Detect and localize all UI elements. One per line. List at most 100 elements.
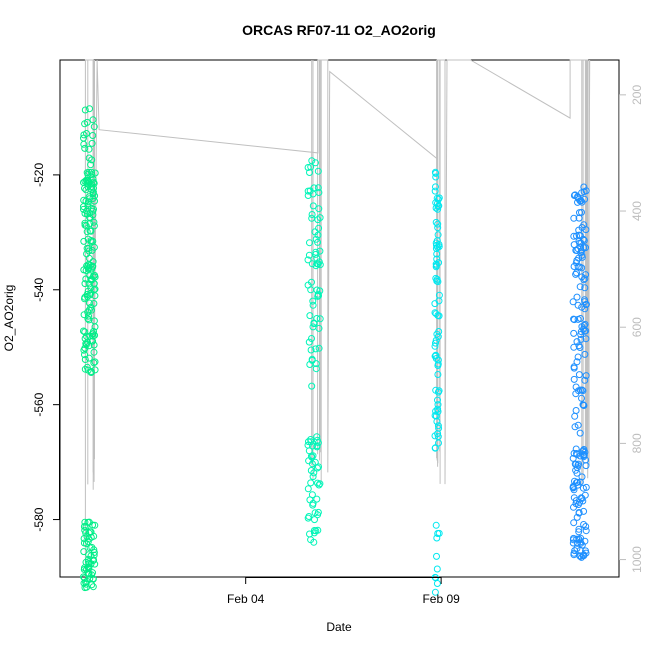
data-point — [578, 264, 586, 272]
data-point — [309, 452, 317, 460]
data-point — [81, 144, 89, 152]
data-point — [432, 521, 440, 529]
data-point — [84, 315, 92, 323]
data-point — [82, 580, 90, 588]
y-axis-label: O2_AO2orig — [2, 285, 16, 352]
data-point — [572, 407, 580, 414]
data-point — [88, 306, 95, 314]
data-point — [582, 456, 590, 464]
data-point — [570, 486, 578, 494]
data-point — [580, 507, 588, 515]
data-point — [570, 316, 578, 324]
data-point — [582, 372, 590, 380]
data-point — [576, 552, 584, 560]
data-point — [431, 187, 439, 195]
data-point — [578, 189, 586, 197]
data-point — [309, 297, 317, 305]
data-point — [432, 260, 440, 268]
data-point — [308, 355, 316, 363]
data-point — [569, 298, 577, 306]
data-point — [307, 436, 315, 443]
data-point — [570, 363, 578, 371]
data-point — [571, 547, 579, 555]
data-point — [90, 359, 98, 367]
data-point — [581, 305, 589, 313]
data-point — [312, 248, 320, 256]
data-point — [314, 184, 322, 192]
data-point — [89, 116, 97, 124]
data-point — [88, 156, 96, 164]
data-point — [90, 348, 98, 356]
data-point — [307, 479, 315, 487]
data-point — [581, 448, 589, 456]
data-point — [89, 195, 97, 202]
data-point — [313, 495, 321, 503]
data-point — [309, 442, 316, 450]
data-point — [432, 183, 439, 191]
data-point — [84, 570, 92, 578]
data-point — [83, 332, 90, 340]
data-point — [81, 365, 89, 373]
data-point — [315, 205, 323, 213]
data-point — [582, 549, 590, 557]
left-axis-tick-label: -540 — [32, 277, 46, 301]
data-point — [314, 439, 322, 447]
bottom-axis-tick-label: Feb 09 — [422, 592, 460, 606]
data-point — [580, 183, 588, 191]
data-point — [312, 250, 320, 258]
data-point — [570, 534, 577, 542]
data-point — [88, 246, 96, 254]
data-point — [81, 518, 89, 526]
data-point — [316, 287, 324, 295]
data-point — [433, 552, 440, 560]
right-axis-tick-label: 400 — [630, 201, 644, 221]
data-point — [85, 280, 93, 288]
data-point — [308, 335, 315, 342]
data-point — [575, 460, 582, 468]
data-point — [84, 183, 92, 191]
data-point — [313, 286, 321, 294]
data-point — [308, 214, 316, 222]
data-point — [576, 429, 584, 437]
data-point — [569, 539, 577, 547]
data-point — [315, 463, 322, 471]
data-point — [308, 211, 316, 218]
data-point — [90, 341, 98, 349]
data-point — [576, 552, 584, 560]
data-point — [308, 278, 315, 286]
data-point — [89, 332, 97, 340]
data-point — [315, 481, 323, 489]
data-point — [312, 345, 320, 353]
data-point — [570, 503, 577, 511]
right-axis-tick-label: 200 — [630, 85, 644, 105]
right-axis-tick-label: 600 — [630, 317, 644, 337]
data-point — [82, 340, 90, 348]
data-point — [577, 534, 585, 542]
data-point — [309, 301, 317, 309]
data-point — [91, 169, 99, 177]
data-point — [577, 243, 585, 251]
data-point — [580, 237, 588, 244]
data-point — [85, 316, 93, 324]
data-point — [80, 566, 88, 573]
data-point — [580, 521, 588, 528]
data-point — [315, 324, 323, 332]
data-point — [431, 168, 439, 176]
data-point — [434, 405, 442, 413]
data-point — [91, 285, 99, 293]
data-point — [432, 173, 440, 181]
data-point — [89, 583, 97, 591]
data-point — [310, 527, 318, 534]
data-point — [582, 527, 590, 535]
data-point — [304, 164, 312, 171]
data-point — [431, 432, 439, 440]
data-point — [570, 192, 578, 199]
data-point — [89, 557, 97, 565]
data-point — [433, 255, 441, 263]
data-point — [314, 526, 322, 534]
data-point — [87, 284, 95, 292]
data-point — [91, 521, 99, 529]
data-point — [81, 120, 89, 128]
data-point — [316, 315, 324, 323]
